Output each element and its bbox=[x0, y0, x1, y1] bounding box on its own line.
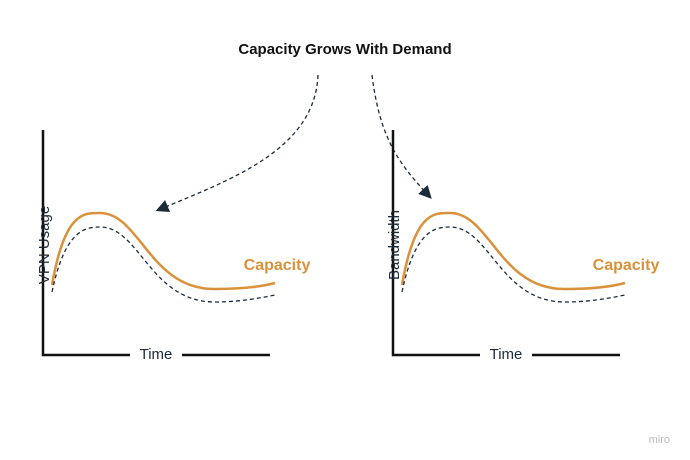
demand-curve bbox=[401, 226, 626, 303]
axes bbox=[41, 130, 270, 357]
arrow bbox=[155, 74, 319, 213]
title: Capacity Grows With Demand bbox=[238, 41, 451, 58]
panel: Time VPN Usage Capacity bbox=[36, 130, 310, 363]
capacity-curve bbox=[50, 211, 276, 291]
demand-curve bbox=[51, 226, 276, 303]
x-label: Time bbox=[140, 346, 173, 363]
y-label: Bandwidth bbox=[386, 210, 403, 280]
x-label: Time bbox=[490, 346, 523, 363]
capacity-curve bbox=[400, 211, 626, 291]
y-label: VPN Usage bbox=[36, 206, 53, 284]
arrow bbox=[371, 74, 432, 199]
curve-label: Capacity bbox=[593, 257, 660, 274]
panel: Time Bandwidth Capacity bbox=[386, 130, 659, 363]
watermark: miro bbox=[649, 434, 670, 446]
axes bbox=[391, 130, 620, 357]
curve-label: Capacity bbox=[244, 257, 311, 274]
